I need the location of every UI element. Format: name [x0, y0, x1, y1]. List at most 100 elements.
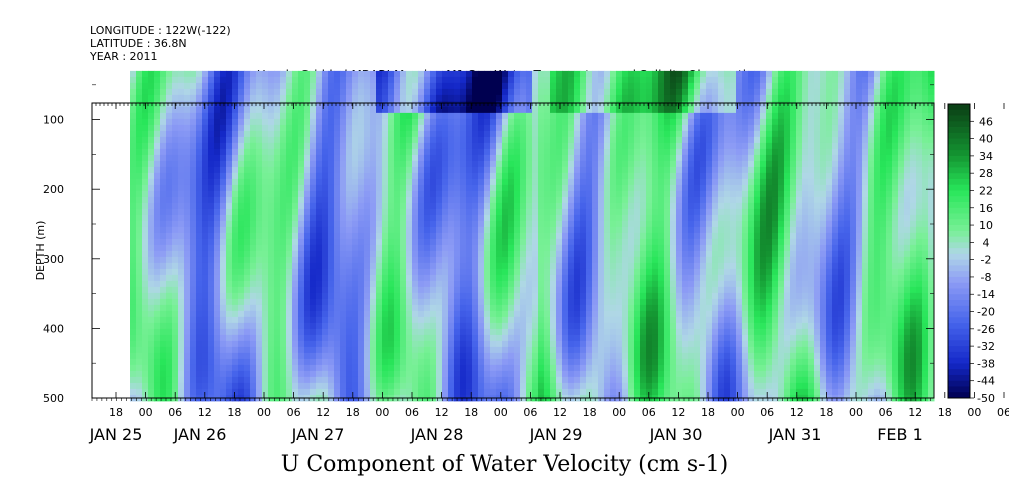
heatmap-cell — [262, 184, 269, 192]
heatmap-cell — [250, 214, 257, 222]
heatmap-cell — [532, 316, 539, 324]
heatmap-cell — [238, 334, 245, 342]
heatmap-cell — [274, 184, 281, 192]
heatmap-cell — [346, 346, 353, 354]
heatmap-cell — [424, 244, 431, 252]
heatmap-cell — [370, 250, 377, 258]
heatmap-cell — [358, 94, 365, 102]
heatmap-cell — [574, 388, 581, 396]
heatmap-cell — [256, 226, 263, 234]
heatmap-cell — [178, 106, 185, 114]
heatmap-cell — [634, 256, 641, 264]
heatmap-cell — [424, 136, 431, 144]
heatmap-cell — [220, 238, 227, 246]
heatmap-cell — [622, 82, 629, 90]
heatmap-cell — [202, 154, 209, 162]
heatmap-cell — [160, 382, 167, 390]
heatmap-cell — [382, 196, 389, 204]
heatmap-cell — [256, 262, 263, 270]
heatmap-cell — [640, 82, 647, 90]
heatmap-cell — [484, 298, 491, 306]
heatmap-cell — [400, 292, 407, 300]
heatmap-cell — [190, 154, 197, 162]
heatmap-cell — [424, 232, 431, 240]
heatmap-cell — [364, 82, 371, 90]
heatmap-cell — [490, 196, 497, 204]
heatmap-cell — [484, 124, 491, 132]
heatmap-cell — [316, 250, 323, 258]
heatmap-cell — [358, 76, 365, 84]
heatmap-cell — [364, 106, 371, 114]
heatmap-cell — [376, 142, 383, 150]
heatmap-cell — [472, 172, 479, 180]
heatmap-cell — [646, 340, 653, 348]
heatmap-cell — [220, 82, 227, 90]
heatmap-cell — [316, 184, 323, 192]
heatmap-cell — [508, 154, 515, 162]
heatmap-cell — [256, 280, 263, 288]
heatmap-cell — [160, 376, 167, 384]
heatmap-cell — [232, 172, 239, 180]
heatmap-cell — [544, 340, 551, 348]
heatmap-cell — [448, 88, 455, 96]
heatmap-cell — [292, 304, 299, 312]
heatmap-cell — [238, 154, 245, 162]
heatmap-cell — [328, 382, 335, 390]
heatmap-cell — [220, 178, 227, 186]
heatmap-cell — [370, 238, 377, 246]
heatmap-cell — [442, 262, 449, 270]
heatmap-cell — [214, 94, 221, 102]
heatmap-cell — [616, 196, 623, 204]
heatmap-cell — [424, 262, 431, 270]
heatmap-cell — [478, 82, 485, 90]
heatmap-cell — [634, 370, 641, 378]
heatmap-cell — [580, 256, 587, 264]
heatmap-cell — [640, 388, 647, 396]
heatmap-cell — [484, 184, 491, 192]
heatmap-cell — [538, 136, 545, 144]
heatmap-cell — [664, 358, 671, 366]
heatmap-cell — [586, 346, 593, 354]
heatmap-cell — [136, 244, 143, 252]
heatmap-cell — [550, 388, 557, 396]
heatmap-cell — [130, 280, 137, 288]
heatmap-cell — [190, 172, 197, 180]
heatmap-cell — [460, 220, 467, 228]
heatmap-cell — [310, 196, 317, 204]
heatmap-cell — [166, 262, 173, 270]
heatmap-cell — [430, 232, 437, 240]
heatmap-cell — [244, 340, 251, 348]
heatmap-cell — [154, 238, 161, 246]
heatmap-cell — [412, 184, 419, 192]
heatmap-cell — [298, 142, 305, 150]
heatmap-cell — [184, 358, 191, 366]
heatmap-cell — [154, 76, 161, 84]
heatmap-cell — [634, 328, 641, 336]
heatmap-cell — [190, 142, 197, 150]
heatmap-cell — [574, 142, 581, 150]
heatmap-cell — [652, 106, 659, 114]
heatmap-cell — [148, 130, 155, 138]
heatmap-cell — [670, 88, 677, 96]
heatmap-cell — [136, 226, 143, 234]
heatmap-cell — [238, 214, 245, 222]
heatmap-cell — [184, 118, 191, 126]
heatmap-cell — [142, 106, 149, 114]
heatmap-cell — [466, 382, 473, 390]
heatmap-cell — [670, 142, 677, 150]
heatmap-cell — [142, 316, 149, 324]
heatmap-cell — [310, 340, 317, 348]
heatmap-cell — [496, 298, 503, 306]
heatmap-cell — [256, 154, 263, 162]
heatmap-cell — [574, 328, 581, 336]
heatmap-cell — [388, 214, 395, 222]
heatmap-cell — [190, 370, 197, 378]
heatmap-cell — [232, 244, 239, 252]
heatmap-cell — [610, 100, 617, 108]
heatmap-cell — [334, 256, 341, 264]
heatmap-cell — [376, 274, 383, 282]
heatmap-cell — [592, 220, 599, 228]
heatmap-cell — [142, 70, 149, 78]
heatmap-cell — [292, 346, 299, 354]
heatmap-cell — [640, 376, 647, 384]
